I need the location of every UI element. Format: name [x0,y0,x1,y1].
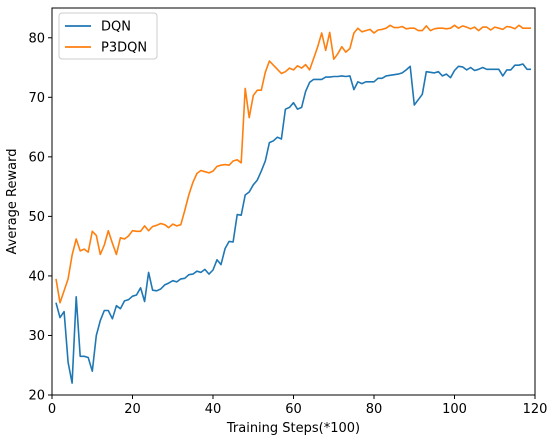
y-tick-label: 70 [28,91,45,106]
plot-frame [51,7,536,396]
y-tick-label: 40 [28,269,45,284]
x-tick-label: 80 [366,402,383,417]
x-axis-label: Training Steps(*100) [226,421,360,436]
x-tick-label: 20 [124,402,141,417]
x-tick-label: 0 [48,402,56,417]
legend-label-dqn: DQN [101,20,131,35]
series-line-p3dqn [55,24,531,304]
plot-lines [55,24,531,384]
y-tick-label: 20 [28,389,45,404]
y-tick-label: 50 [28,210,45,225]
y-tick-label: 80 [28,31,45,46]
y-axis-label: Average Reward [5,149,20,255]
x-tick-label: 100 [442,402,467,417]
y-tick-label: 30 [28,329,45,344]
x-axis-ticks: 0 20 40 60 80 100 120 [48,395,548,417]
legend: DQN P3DQN [58,12,158,60]
x-tick-label: 120 [523,402,548,417]
series-line-dqn [55,63,531,384]
y-tick-label: 60 [28,150,45,165]
x-tick-label: 40 [205,402,222,417]
x-tick-label: 60 [285,402,302,417]
legend-label-p3dqn: P3DQN [101,41,147,56]
y-axis-ticks: 20 30 40 50 60 70 80 [28,31,52,404]
